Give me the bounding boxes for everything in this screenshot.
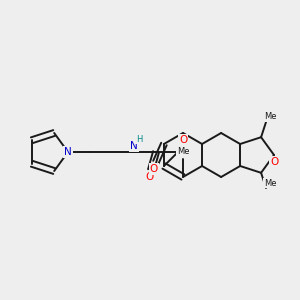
Text: O: O bbox=[145, 172, 153, 182]
Text: H: H bbox=[136, 134, 142, 143]
Text: Me: Me bbox=[177, 148, 189, 157]
Text: O: O bbox=[150, 164, 158, 174]
Text: Me: Me bbox=[264, 178, 276, 188]
Text: N: N bbox=[130, 141, 138, 151]
Text: N: N bbox=[64, 147, 72, 157]
Text: O: O bbox=[270, 157, 278, 167]
Text: Me: Me bbox=[264, 112, 276, 122]
Text: O: O bbox=[179, 135, 187, 145]
